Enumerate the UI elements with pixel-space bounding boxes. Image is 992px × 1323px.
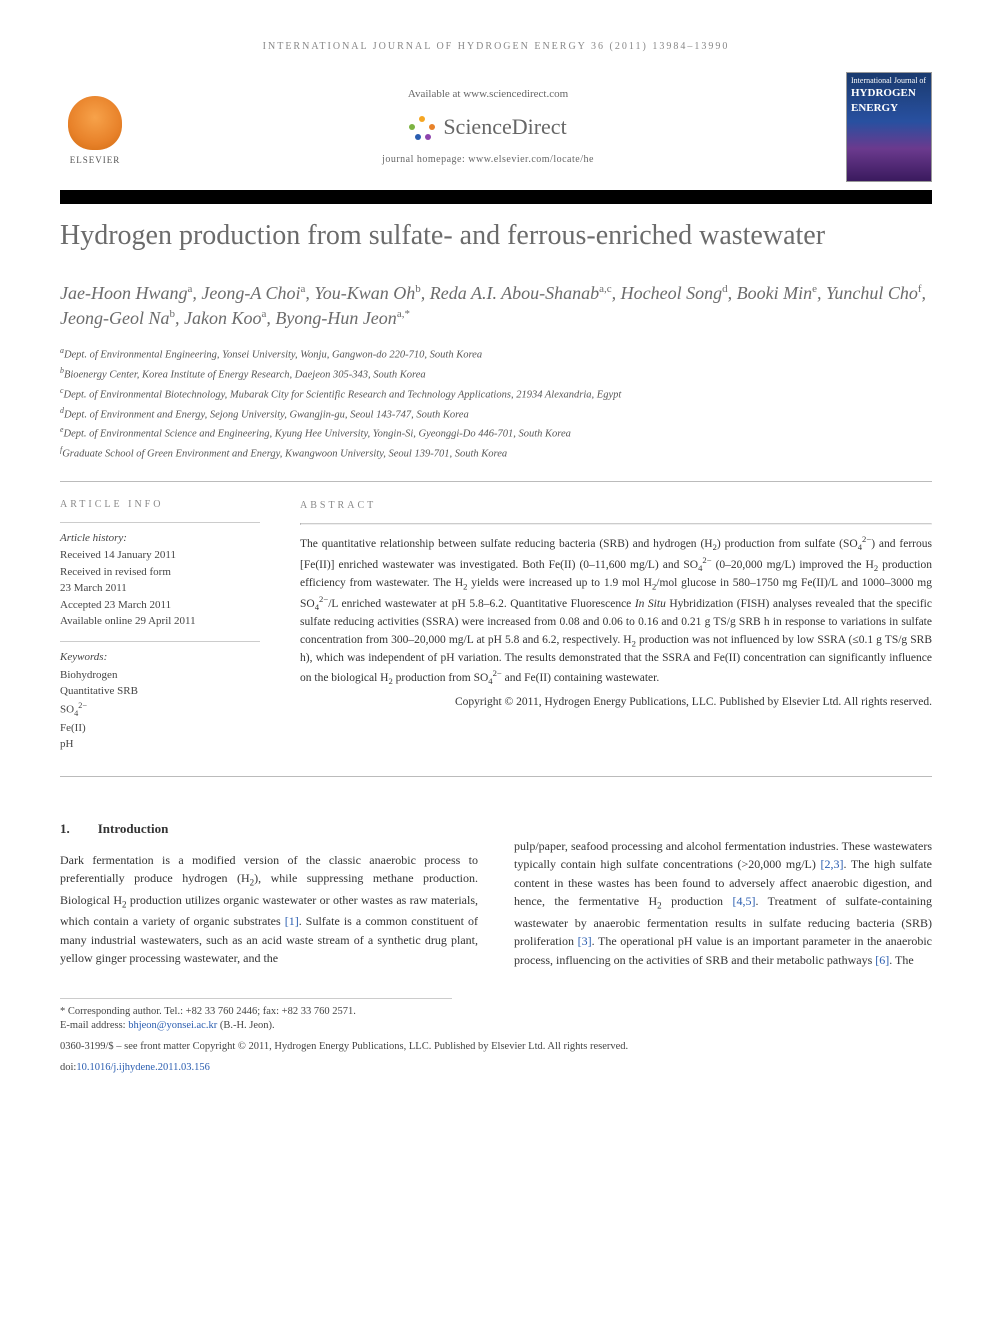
keyword-line: Fe(II) (60, 721, 260, 736)
footnotes: * Corresponding author. Tel.: +82 33 760… (60, 998, 452, 1034)
affiliation-line: bBioenergy Center, Korea Institute of En… (60, 365, 932, 384)
divider (60, 522, 260, 523)
doi-line: doi:10.1016/j.ijhydene.2011.03.156 (60, 1061, 932, 1076)
history-line: Available online 29 April 2011 (60, 614, 260, 629)
cover-subtitle: International Journal of (851, 77, 927, 86)
journal-homepage-link[interactable]: journal homepage: www.elsevier.com/locat… (130, 153, 846, 167)
divider (60, 481, 932, 482)
abstract-copyright: Copyright © 2011, Hydrogen Energy Public… (300, 694, 932, 711)
affiliation-line: dDept. of Environment and Energy, Sejong… (60, 405, 932, 424)
abstract-column: ABSTRACT The quantitative relationship b… (300, 498, 932, 754)
history-line: Accepted 23 March 2011 (60, 598, 260, 613)
history-label: Article history: (60, 531, 260, 546)
running-head: INTERNATIONAL JOURNAL OF HYDROGEN ENERGY… (60, 40, 932, 54)
publisher-banner: ELSEVIER Available at www.sciencedirect.… (60, 72, 932, 182)
elsevier-wordmark: ELSEVIER (70, 154, 121, 167)
affiliation-line: fGraduate School of Green Environment an… (60, 444, 932, 463)
divider (300, 523, 932, 525)
article-title: Hydrogen production from sulfate- and fe… (60, 218, 932, 253)
affiliation-line: aDept. of Environmental Engineering, Yon… (60, 345, 932, 364)
section-number: 1. (60, 819, 70, 839)
email-line: E-mail address: bhjeon@yonsei.ac.kr (B.-… (60, 1019, 452, 1034)
journal-cover-thumbnail[interactable]: International Journal of HYDROGEN ENERGY (846, 72, 932, 182)
divider (60, 641, 260, 642)
history-line: 23 March 2011 (60, 581, 260, 596)
corresponding-author: * Corresponding author. Tel.: +82 33 760… (60, 1005, 452, 1020)
section-heading: 1. Introduction (60, 819, 478, 839)
keyword-line: pH (60, 737, 260, 752)
sciencedirect-text: ScienceDirect (443, 112, 566, 143)
history-line: Received 14 January 2011 (60, 548, 260, 563)
copyright-footer: 0360-3199/$ – see front matter Copyright… (60, 1040, 932, 1055)
body-column-right: pulp/paper, seafood processing and alcoh… (514, 793, 932, 970)
doi-link[interactable]: 10.1016/j.ijhydene.2011.03.156 (76, 1062, 209, 1073)
article-info-column: ARTICLE INFO Article history: Received 1… (60, 498, 260, 754)
keyword-line: Biohydrogen (60, 668, 260, 683)
elsevier-tree-icon (68, 96, 122, 150)
author-list: Jae-Hoon Hwanga, Jeong-A Choia, You-Kwan… (60, 281, 932, 331)
keyword-line: SO42− (60, 700, 260, 719)
keyword-line: Quantitative SRB (60, 684, 260, 699)
history-line: Received in revised form (60, 565, 260, 580)
elsevier-logo[interactable]: ELSEVIER (60, 87, 130, 167)
abstract-body: The quantitative relationship between su… (300, 533, 932, 688)
section-title: Introduction (98, 819, 169, 839)
keywords-label: Keywords: (60, 650, 260, 665)
body-column-left: 1. Introduction Dark fermentation is a m… (60, 793, 478, 970)
divider (60, 776, 932, 777)
affiliation-line: eDept. of Environmental Science and Engi… (60, 424, 932, 443)
affiliations: aDept. of Environmental Engineering, Yon… (60, 345, 932, 463)
article-info-heading: ARTICLE INFO (60, 498, 260, 512)
intro-paragraph-right: pulp/paper, seafood processing and alcoh… (514, 837, 932, 970)
divider-bar (60, 190, 932, 204)
affiliation-line: cDept. of Environmental Biotechnology, M… (60, 385, 932, 404)
sciencedirect-logo[interactable]: ScienceDirect (409, 112, 566, 143)
available-at-text: Available at www.sciencedirect.com (130, 87, 846, 102)
abstract-heading: ABSTRACT (300, 498, 932, 513)
email-link[interactable]: bhjeon@yonsei.ac.kr (128, 1020, 217, 1031)
intro-paragraph-left: Dark fermentation is a modified version … (60, 851, 478, 968)
sciencedirect-dots-icon (409, 114, 437, 142)
cover-title: HYDROGEN ENERGY (851, 86, 927, 117)
